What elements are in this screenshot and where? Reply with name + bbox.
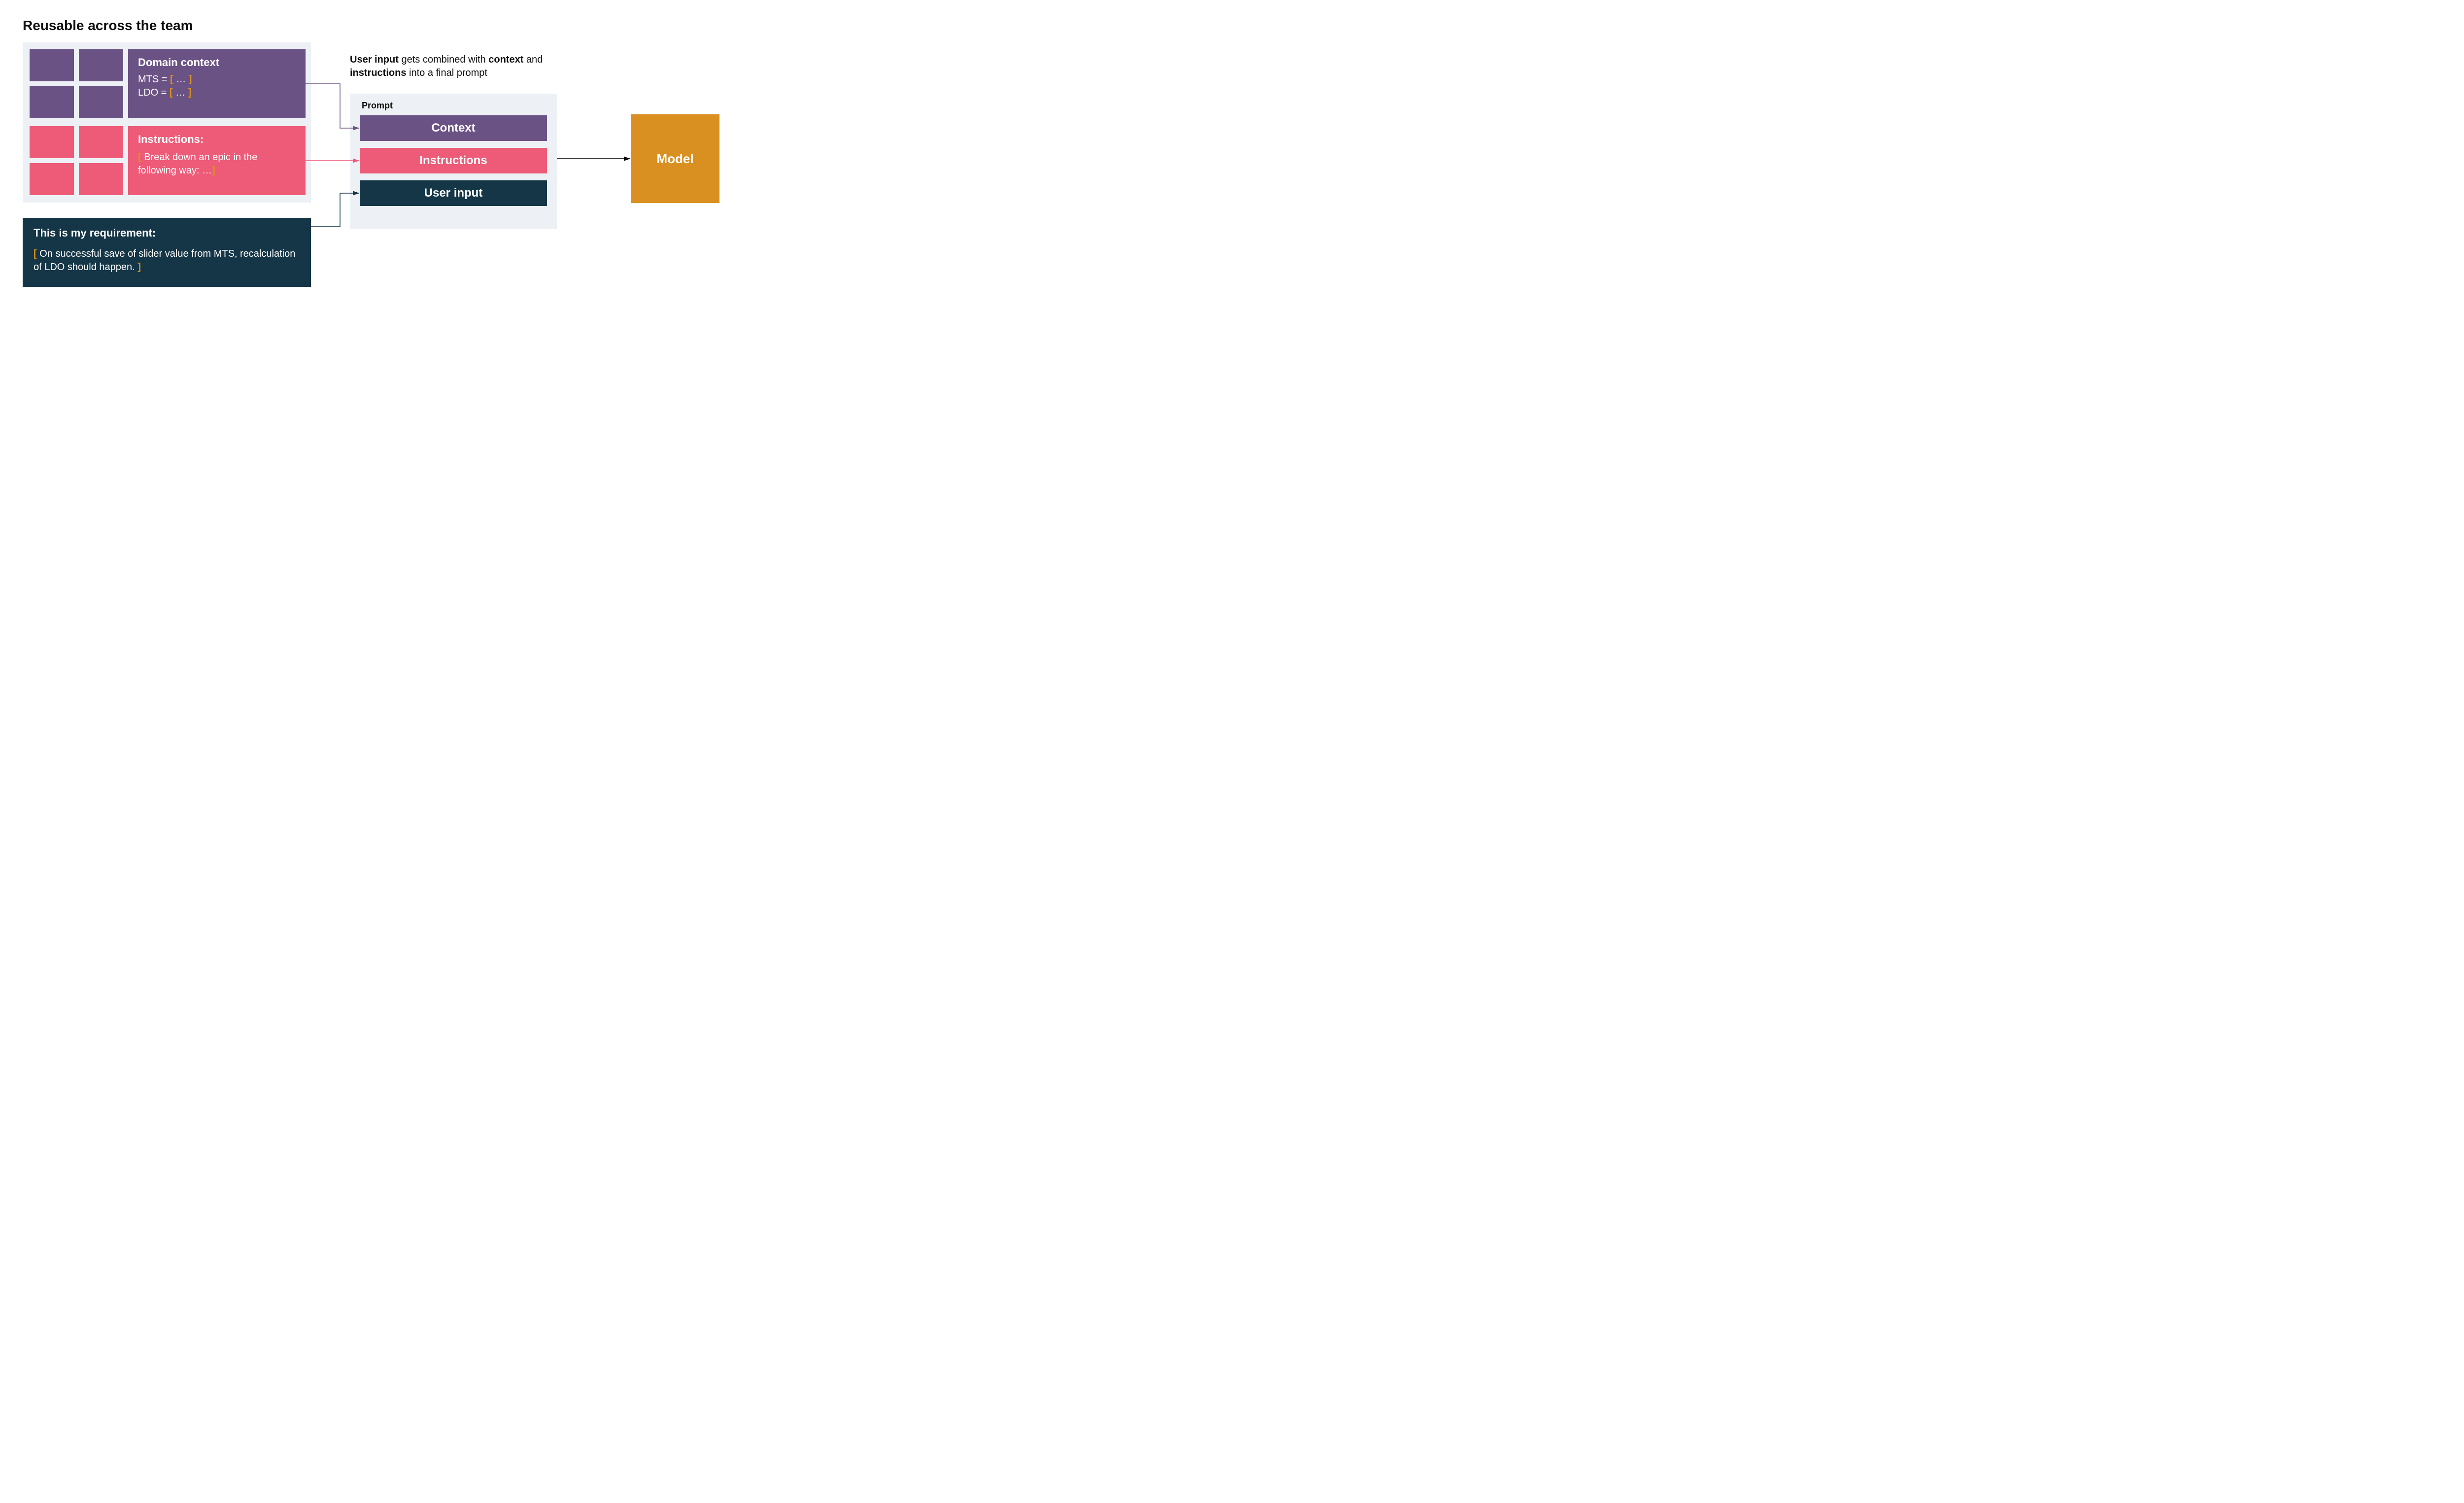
domain-context-line: MTS = [ … ] xyxy=(138,74,296,85)
domain-line-body: … xyxy=(175,87,185,98)
purple-tile xyxy=(79,86,123,118)
caption-text: gets combined with xyxy=(399,54,488,65)
instructions-block: Instructions: [ Break down an epic in th… xyxy=(128,126,306,195)
bracket-icon: ] xyxy=(185,87,191,98)
requirement-title: This is my requirement: xyxy=(34,227,300,239)
requirement-body: [ On successful save of slider value fro… xyxy=(34,247,300,274)
purple-tile xyxy=(30,86,74,118)
domain-context-line: LDO = [ … ] xyxy=(138,87,296,99)
prompt-row-label: Instructions xyxy=(419,154,487,168)
instructions-body: [ Break down an epic in the following wa… xyxy=(138,151,296,177)
caption-text: and xyxy=(523,54,543,65)
pink-tile xyxy=(30,163,74,195)
model-box: Model xyxy=(631,114,719,203)
domain-line-label: LDO = xyxy=(138,87,170,98)
prompt-row-label: User input xyxy=(424,186,483,200)
bracket-icon: [ xyxy=(34,248,39,259)
pink-tile xyxy=(79,126,123,158)
pink-tile xyxy=(79,163,123,195)
domain-line-label: MTS = xyxy=(138,74,170,85)
bracket-icon: ] xyxy=(212,165,215,176)
prompt-label: Prompt xyxy=(362,101,393,111)
purple-tile xyxy=(79,49,123,81)
bracket-icon: [ xyxy=(170,87,175,98)
model-label: Model xyxy=(656,151,693,167)
prompt-row-userinput: User input xyxy=(360,180,547,206)
caption-bold: instructions xyxy=(350,68,406,78)
domain-line-body: … xyxy=(176,74,186,85)
caption-text: into a final prompt xyxy=(406,68,487,78)
purple-tile xyxy=(30,49,74,81)
requirement-body-text: On successful save of slider value from … xyxy=(34,248,295,273)
bracket-icon: ] xyxy=(135,262,141,273)
prompt-row-label: Context xyxy=(431,121,475,135)
requirement-block: This is my requirement: [ On successful … xyxy=(23,218,311,287)
instructions-body-text: Break down an epic in the following way:… xyxy=(138,152,257,176)
bracket-icon: ] xyxy=(186,74,192,85)
bracket-icon: [ xyxy=(138,152,144,163)
caption-bold: User input xyxy=(350,54,399,65)
bracket-icon: [ xyxy=(170,74,176,85)
caption-bold: context xyxy=(488,54,523,65)
instructions-title: Instructions: xyxy=(138,133,296,146)
combination-caption: User input gets combined with context an… xyxy=(350,53,552,80)
domain-context-title: Domain context xyxy=(138,56,296,69)
diagram-heading: Reusable across the team xyxy=(23,18,193,34)
domain-context-block: Domain context MTS = [ … ] LDO = [ … ] xyxy=(128,49,306,118)
pink-tile xyxy=(30,126,74,158)
prompt-row-instructions: Instructions xyxy=(360,148,547,173)
prompt-row-context: Context xyxy=(360,115,547,141)
